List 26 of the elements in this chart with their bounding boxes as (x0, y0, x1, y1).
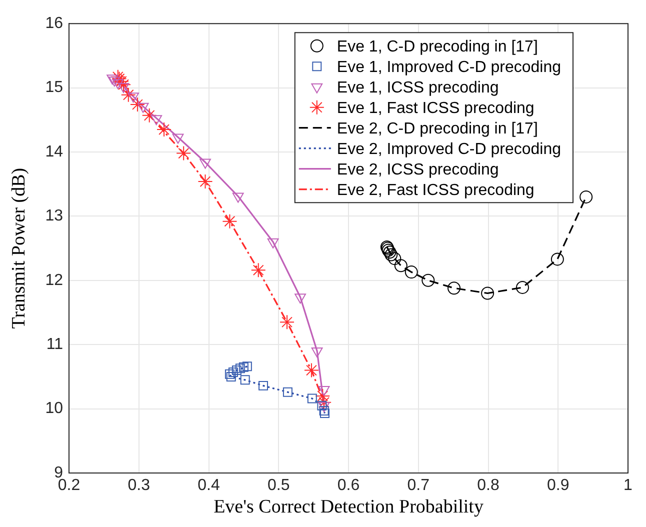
y-tick-label: 14 (45, 143, 64, 160)
legend-label: Eve 1, Fast ICSS precoding (336, 100, 534, 117)
y-tick-label: 10 (45, 400, 64, 418)
x-tick-label: 0.4 (198, 477, 220, 494)
x-tick-label: 1 (624, 477, 633, 494)
x-tick-label: 0.5 (268, 477, 290, 494)
x-axis-title: Eve's Correct Detection Probability (214, 496, 484, 518)
legend-label: Eve 2, Improved C-D precoding (336, 140, 562, 158)
x-tick-label: 0.6 (337, 477, 360, 494)
legend-label: Eve 1, Improved C-D precoding (336, 58, 562, 76)
y-axis-title: Transmit Power (dB) (8, 168, 30, 329)
legend-label: Eve 2, Fast ICSS precoding (336, 182, 534, 199)
y-tick-label: 11 (46, 336, 64, 354)
y-tick-label: 16 (45, 15, 64, 32)
legend-label: Eve 1, ICSS precoding (336, 79, 499, 96)
legend-label: Eve 2, ICSS precoding (336, 161, 499, 178)
x-tick-label: 0.2 (58, 477, 80, 494)
x-tick-label: 0.3 (128, 477, 150, 494)
y-tick-label: 13 (45, 208, 64, 225)
legend-label: Eve 1, C-D precoding in [17] (336, 38, 538, 56)
x-tick-label: 0.7 (407, 477, 430, 494)
y-tick-label: 15 (45, 79, 64, 96)
x-tick-label: 0.9 (547, 477, 570, 494)
x-tick-label: 0.8 (477, 477, 500, 494)
y-tick-label: 12 (45, 272, 64, 289)
legend-label: Eve 2, C-D precoding in [17] (336, 120, 538, 138)
